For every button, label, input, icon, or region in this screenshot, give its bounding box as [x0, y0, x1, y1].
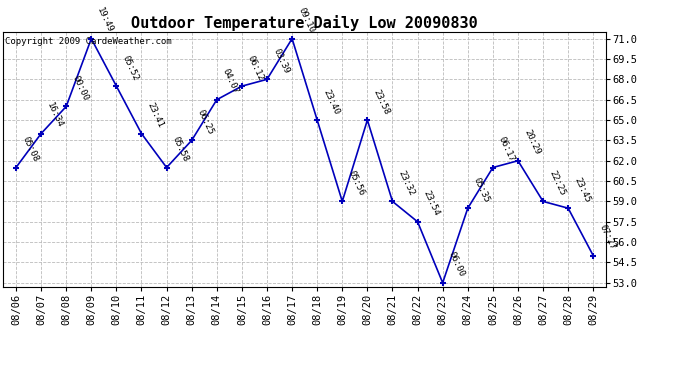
Text: 06:12: 06:12	[246, 54, 266, 82]
Text: 07:27: 07:27	[598, 224, 617, 252]
Text: 23:41: 23:41	[146, 101, 165, 129]
Text: 03:39: 03:39	[271, 47, 290, 75]
Text: 23:45: 23:45	[572, 176, 592, 204]
Title: Outdoor Temperature Daily Low 20090830: Outdoor Temperature Daily Low 20090830	[131, 15, 478, 31]
Text: 09:10: 09:10	[296, 6, 316, 34]
Text: 04:07: 04:07	[221, 68, 241, 96]
Text: 16:34: 16:34	[46, 101, 65, 129]
Text: 19:49: 19:49	[95, 6, 115, 34]
Text: 05:52: 05:52	[121, 54, 140, 82]
Text: 05:08: 05:08	[20, 135, 40, 164]
Text: 05:56: 05:56	[346, 169, 366, 197]
Text: 06:17: 06:17	[497, 135, 517, 164]
Text: 06:25: 06:25	[196, 108, 215, 136]
Text: Copyright 2009 CardeWeather.com: Copyright 2009 CardeWeather.com	[5, 37, 171, 46]
Text: 23:40: 23:40	[322, 88, 341, 116]
Text: 20:29: 20:29	[522, 128, 542, 157]
Text: 00:00: 00:00	[70, 74, 90, 102]
Text: 05:58: 05:58	[170, 135, 190, 164]
Text: 05:35: 05:35	[472, 176, 491, 204]
Text: 06:00: 06:00	[447, 251, 466, 279]
Text: 23:32: 23:32	[397, 169, 416, 197]
Text: 23:58: 23:58	[371, 88, 391, 116]
Text: 22:25: 22:25	[547, 169, 566, 197]
Text: 23:54: 23:54	[422, 189, 442, 217]
